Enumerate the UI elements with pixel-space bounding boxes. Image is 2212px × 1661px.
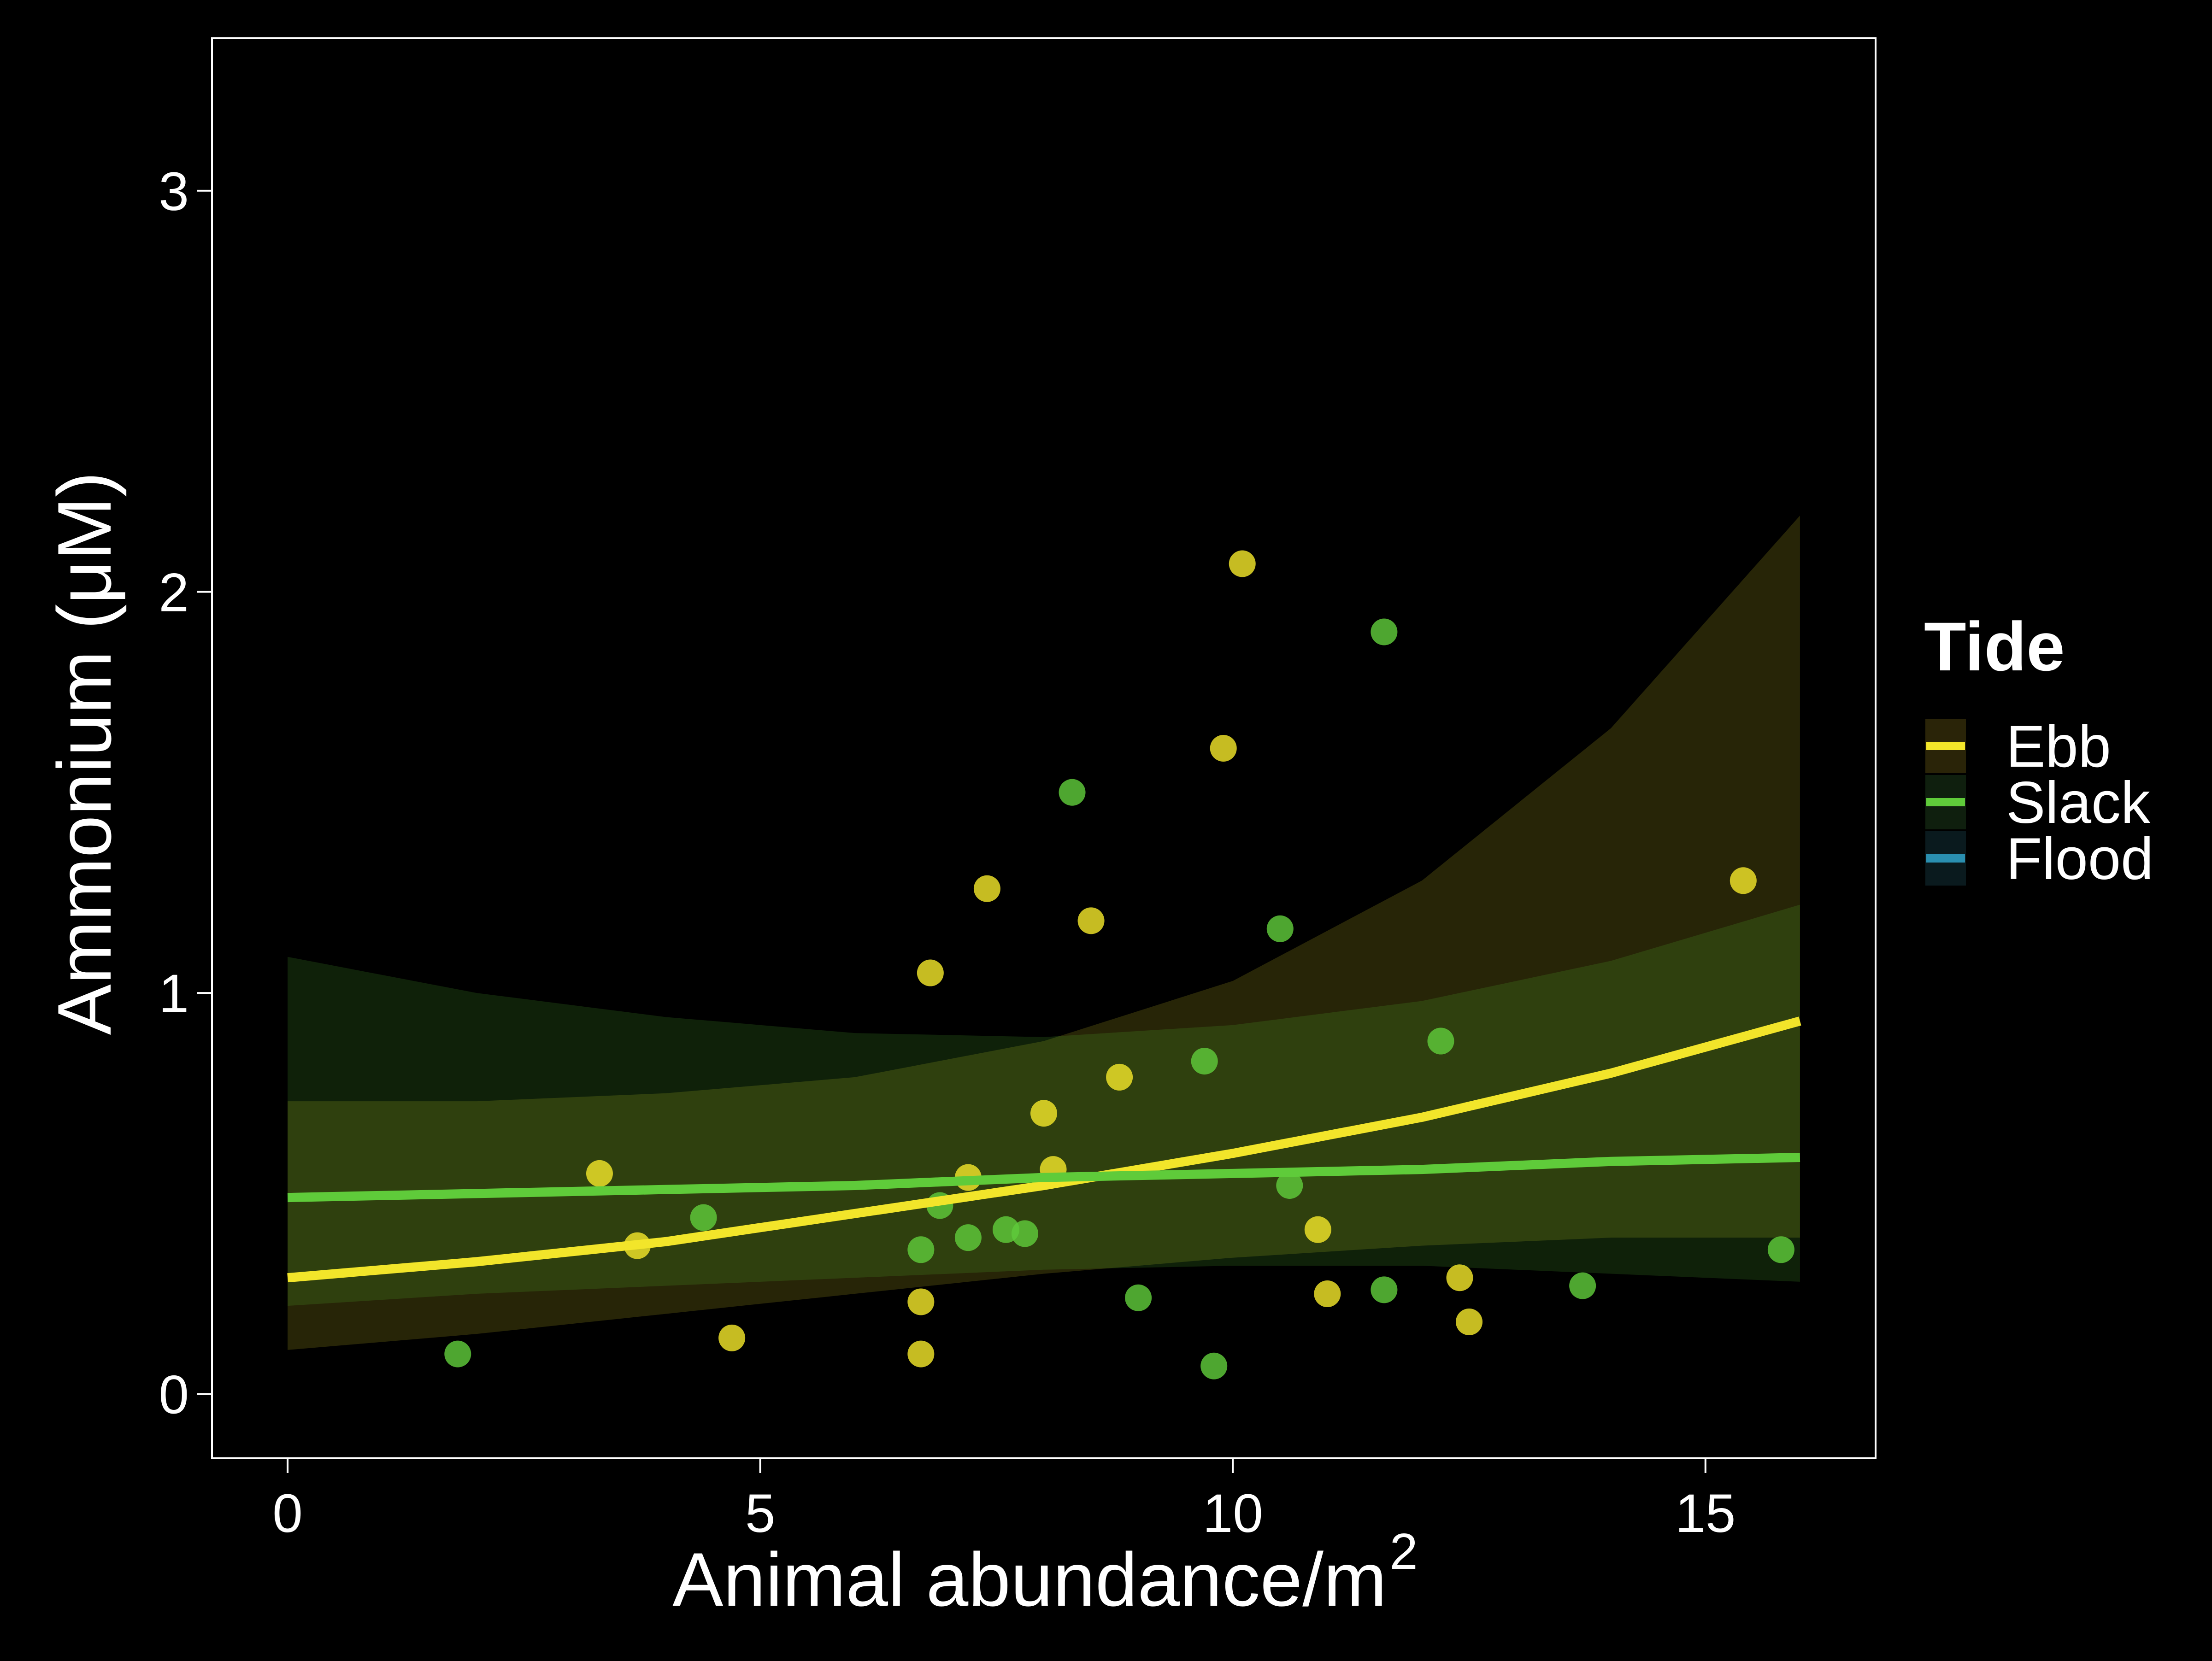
x-tick-label-5: 5 <box>745 1483 776 1544</box>
point-ebb-13 <box>1229 550 1256 577</box>
point-slack-16 <box>1569 1272 1596 1299</box>
point-slack-2 <box>907 1236 935 1263</box>
point-slack-1 <box>690 1204 717 1231</box>
legend-key-line-ebb <box>1926 742 1965 750</box>
point-ebb-8 <box>1030 1100 1057 1127</box>
point-slack-0 <box>444 1340 471 1368</box>
fit-line-slack <box>287 1153 1800 1203</box>
legend-label-slack: Slack <box>2006 770 2151 836</box>
point-slack-12 <box>1276 1172 1303 1199</box>
legend-item-ebb: Ebb <box>1925 714 2111 780</box>
axes-layer: 0 5 10 15 0 1 2 3 <box>159 161 1735 1544</box>
fits-layer <box>287 1016 1801 1283</box>
point-ebb-14 <box>1304 1216 1331 1243</box>
y-tick-label-0: 0 <box>159 1365 189 1426</box>
point-ebb-11 <box>1106 1063 1133 1091</box>
ribbon-ebb <box>288 516 1800 1350</box>
point-slack-8 <box>1125 1284 1152 1311</box>
point-ebb-2 <box>718 1324 746 1351</box>
legend-label-ebb: Ebb <box>2006 714 2111 780</box>
legend-key-line-slack <box>1926 798 1965 806</box>
legend-item-slack: Slack <box>1925 770 2151 836</box>
point-ebb-3 <box>907 1288 935 1315</box>
point-slack-7 <box>1059 779 1086 806</box>
point-slack-17 <box>1767 1236 1794 1263</box>
point-ebb-15 <box>1314 1280 1341 1308</box>
x-axis-title-main: Animal abundance/m <box>672 1537 1387 1622</box>
legend-label-flood: Flood <box>2006 826 2153 892</box>
point-slack-15 <box>1427 1027 1454 1055</box>
x-tick-label-10: 10 <box>1203 1483 1263 1544</box>
point-ebb-16 <box>1446 1264 1473 1291</box>
point-ebb-4 <box>907 1340 935 1368</box>
x-axis-title-superscript: 2 <box>1389 1523 1418 1580</box>
point-slack-11 <box>1266 915 1294 942</box>
point-ebb-18 <box>1730 867 1757 894</box>
y-tick-label-3: 3 <box>159 161 189 222</box>
point-slack-4 <box>954 1224 982 1251</box>
point-slack-10 <box>1200 1352 1228 1379</box>
plot-panel-border <box>211 37 1877 1459</box>
point-slack-13 <box>1371 618 1398 646</box>
point-ebb-5 <box>917 959 944 986</box>
point-ebb-0 <box>586 1160 613 1187</box>
point-slack-6 <box>1011 1220 1038 1247</box>
point-ebb-7 <box>973 875 1000 902</box>
point-slack-14 <box>1371 1276 1398 1303</box>
x-tick-label-0: 0 <box>272 1483 303 1544</box>
point-ebb-10 <box>1077 907 1105 934</box>
point-slack-9 <box>1191 1048 1218 1075</box>
x-tick-label-15: 15 <box>1675 1483 1735 1544</box>
point-ebb-12 <box>1210 735 1237 762</box>
legend-key-line-flood <box>1926 854 1965 863</box>
fit-line-ebb <box>287 1016 1801 1283</box>
y-tick-label-1: 1 <box>159 963 189 1024</box>
legend-title: Tide <box>1924 608 2065 685</box>
point-ebb-17 <box>1456 1308 1483 1335</box>
legend-item-flood: Flood <box>1925 826 2153 892</box>
y-axis-title: Ammonium (μM) <box>42 472 127 1035</box>
y-tick-label-2: 2 <box>159 562 189 623</box>
x-axis-title: Animal abundance/m2 <box>672 1523 1418 1622</box>
